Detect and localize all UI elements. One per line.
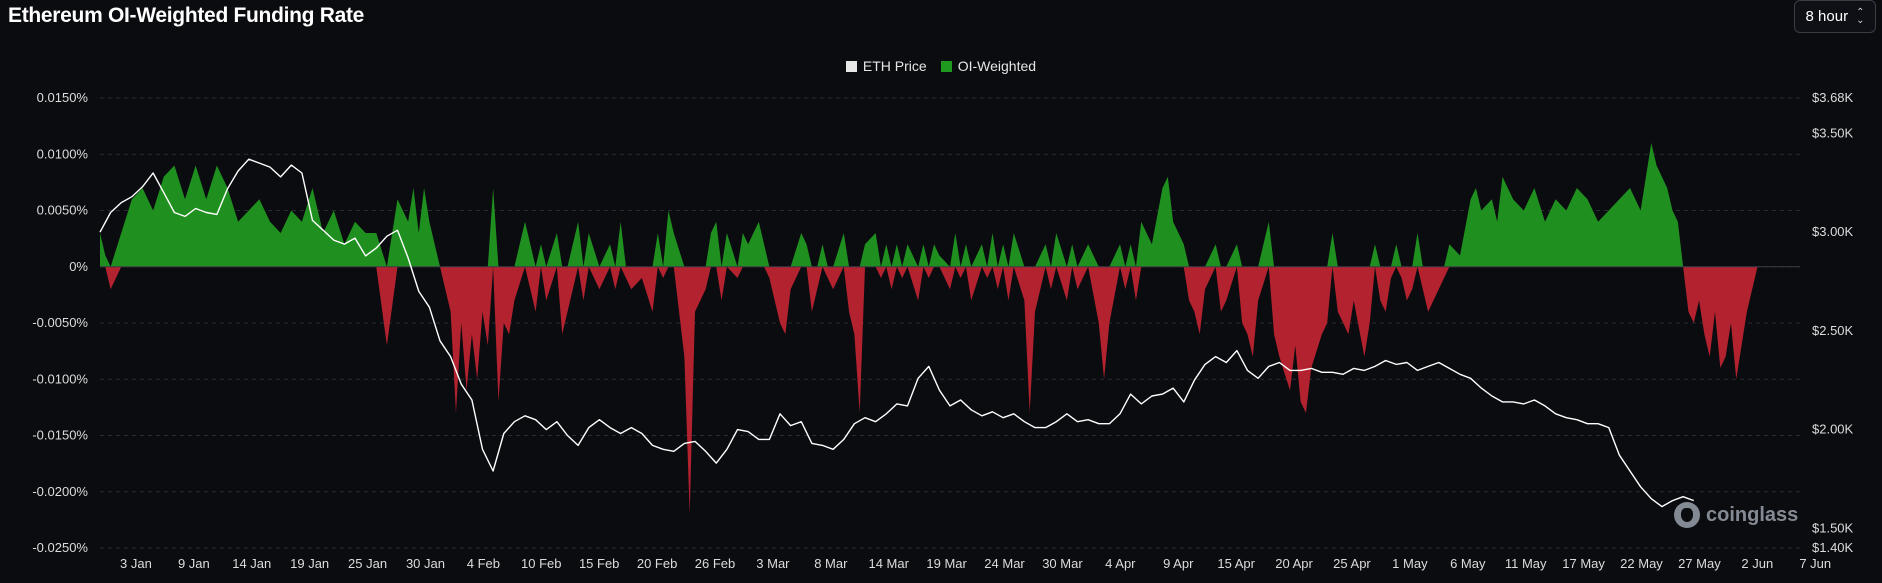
chart-legend: ETH Price OI-Weighted <box>0 58 1882 74</box>
funding-positive-area <box>100 143 1758 267</box>
legend-swatch-oi-weighted <box>940 60 952 72</box>
y-left-tick-label: -0.0250% <box>32 540 88 555</box>
y-left-tick-label: -0.0200% <box>32 484 88 499</box>
x-tick-label: 2 Jun <box>1741 556 1773 571</box>
legend-item-oi-weighted[interactable]: OI-Weighted <box>940 58 1037 74</box>
y-right-tick-label: $3.68K <box>1812 90 1854 105</box>
legend-label-eth-price: ETH Price <box>862 58 927 74</box>
y-left-tick-label: -0.0150% <box>32 428 88 443</box>
x-tick-label: 22 May <box>1620 556 1663 571</box>
x-tick-label: 10 Feb <box>521 556 561 571</box>
x-tick-label: 19 Jan <box>290 556 329 571</box>
y-left-tick-label: 0.0150% <box>37 90 89 105</box>
x-tick-label: 9 Jan <box>178 556 210 571</box>
x-tick-label: 14 Jan <box>232 556 271 571</box>
x-tick-label: 30 Jan <box>406 556 445 571</box>
x-tick-label: 4 Apr <box>1105 556 1136 571</box>
x-tick-label: 11 May <box>1505 556 1547 571</box>
legend-swatch-eth-price <box>845 60 857 72</box>
x-tick-label: 26 Feb <box>695 556 735 571</box>
x-tick-label: 25 Apr <box>1333 556 1371 571</box>
watermark: coinglass <box>1674 502 1798 528</box>
x-tick-label: 20 Feb <box>637 556 677 571</box>
grid-lines <box>100 97 1800 549</box>
price-line <box>99 158 1695 508</box>
x-tick-label: 6 May <box>1450 556 1486 571</box>
x-tick-label: 3 Mar <box>756 556 790 571</box>
y-right-tick-label: $3.00K <box>1812 224 1854 239</box>
y-right-tick-label: $2.50K <box>1812 323 1854 338</box>
y-right-tick-label: $1.40K <box>1812 540 1854 555</box>
y-right-tick-label: $2.00K <box>1812 422 1854 437</box>
x-tick-label: 14 Mar <box>868 556 909 571</box>
funding-negative-area <box>100 266 1758 515</box>
y-axis-right: $3.68K $3.50K $3.00K $2.50K $2.00K $1.50K $1.4… <box>1812 90 1854 555</box>
x-tick-label: 7 Jun <box>1799 556 1831 571</box>
watermark-text: coinglass <box>1706 503 1799 526</box>
x-axis: 3 Jan 9 Jan 14 Jan 19 Jan 25 Jan 30 Jan 4 Feb 1… <box>120 556 1831 571</box>
y-left-tick-label: 0.0050% <box>37 203 89 218</box>
legend-item-eth-price[interactable]: ETH Price <box>845 58 927 74</box>
y-left-tick-label: -0.0050% <box>32 315 88 330</box>
interval-select-value: 8 hour <box>1805 8 1849 25</box>
y-left-tick-label: 0.0100% <box>37 146 89 161</box>
x-tick-label: 9 Apr <box>1163 556 1194 571</box>
page-title: Ethereum OI-Weighted Funding Rate <box>8 4 365 27</box>
legend-label-oi-weighted: OI-Weighted <box>957 58 1037 74</box>
y-left-tick-label: -0.0100% <box>32 371 88 386</box>
x-tick-label: 19 Mar <box>926 556 967 571</box>
x-tick-label: 27 May <box>1678 556 1721 571</box>
y-right-tick-label: $1.50K <box>1812 520 1854 535</box>
x-tick-label: 1 May <box>1392 556 1428 571</box>
x-tick-label: 4 Feb <box>467 556 500 571</box>
x-tick-label: 17 May <box>1562 556 1605 571</box>
funding-area <box>100 143 1800 515</box>
eth-price-line <box>99 158 1695 508</box>
x-tick-label: 15 Feb <box>579 556 619 571</box>
x-tick-label: 8 Mar <box>814 556 848 571</box>
interval-select[interactable]: 8 hour ⌃ ⌄ <box>1794 0 1876 33</box>
x-tick-label: 24 Mar <box>984 556 1025 571</box>
x-tick-label: 30 Mar <box>1042 556 1083 571</box>
y-axis-left: 0.0150% 0.0100% 0.0050% 0% -0.0050% -0.0100% -… <box>32 90 88 555</box>
coinglass-logo-icon <box>1674 502 1700 528</box>
y-right-tick-label: $3.50K <box>1812 126 1854 141</box>
y-left-tick-label: 0% <box>69 259 88 274</box>
x-tick-label: 3 Jan <box>120 556 152 571</box>
x-tick-label: 25 Jan <box>348 556 387 571</box>
x-tick-label: 20 Apr <box>1275 556 1313 571</box>
x-tick-label: 15 Apr <box>1217 556 1255 571</box>
chevron-updown-icon: ⌃ ⌄ <box>1856 6 1865 26</box>
